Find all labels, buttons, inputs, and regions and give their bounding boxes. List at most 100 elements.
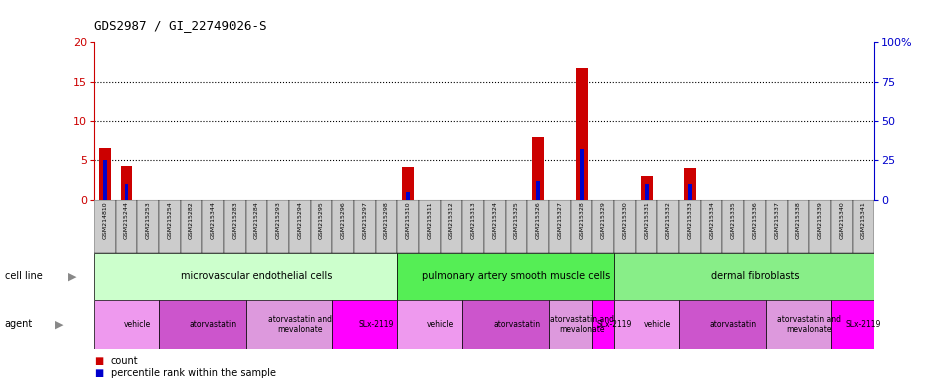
Bar <box>766 200 788 253</box>
Bar <box>645 184 649 200</box>
Text: GSM215244: GSM215244 <box>124 201 129 239</box>
Bar <box>766 300 831 349</box>
Bar <box>679 200 701 253</box>
Bar <box>657 200 679 253</box>
Text: GSM215336: GSM215336 <box>753 201 758 239</box>
Bar <box>462 300 549 349</box>
Bar <box>398 253 614 300</box>
Text: GSM215310: GSM215310 <box>406 201 411 239</box>
Text: GSM215297: GSM215297 <box>363 201 368 239</box>
Bar <box>137 200 159 253</box>
Bar <box>398 200 419 253</box>
Text: GSM215312: GSM215312 <box>449 201 454 239</box>
Text: GSM215340: GSM215340 <box>839 201 844 239</box>
Bar <box>311 200 333 253</box>
Text: SLx-2119: SLx-2119 <box>358 320 394 329</box>
Bar <box>853 200 874 253</box>
Bar <box>94 253 398 300</box>
Text: GSM215333: GSM215333 <box>687 201 693 239</box>
Text: GSM215324: GSM215324 <box>493 201 497 239</box>
Text: GSM215337: GSM215337 <box>775 201 779 239</box>
Bar <box>831 300 874 349</box>
Text: SLx-2119: SLx-2119 <box>846 320 881 329</box>
Bar <box>224 200 245 253</box>
Text: GSM215311: GSM215311 <box>428 201 432 239</box>
Bar <box>549 300 592 349</box>
Bar <box>679 300 766 349</box>
Text: cell line: cell line <box>5 271 42 281</box>
Bar <box>402 167 415 200</box>
Bar <box>245 300 333 349</box>
Text: GDS2987 / GI_22749026-S: GDS2987 / GI_22749026-S <box>94 19 267 32</box>
Text: GSM215334: GSM215334 <box>709 201 714 239</box>
Bar <box>202 200 224 253</box>
Bar <box>506 200 527 253</box>
Text: GSM215298: GSM215298 <box>384 201 389 239</box>
Bar <box>125 184 129 200</box>
Bar <box>333 200 354 253</box>
Text: count: count <box>111 356 138 366</box>
Bar <box>398 300 462 349</box>
Text: atorvastatin and
mevalonate: atorvastatin and mevalonate <box>777 315 841 334</box>
Text: ▶: ▶ <box>68 271 76 281</box>
Bar <box>641 176 652 200</box>
Bar <box>532 137 544 200</box>
Bar <box>571 200 592 253</box>
Text: GSM215341: GSM215341 <box>861 201 866 239</box>
Text: GSM215328: GSM215328 <box>579 201 584 239</box>
Bar <box>102 161 107 200</box>
Bar <box>614 200 635 253</box>
Text: vehicle: vehicle <box>124 320 151 329</box>
Bar <box>180 200 202 253</box>
Text: dermal fibroblasts: dermal fibroblasts <box>711 271 799 281</box>
Text: GSM215313: GSM215313 <box>471 201 476 239</box>
Bar <box>723 200 744 253</box>
Bar <box>635 200 657 253</box>
Text: GSM215254: GSM215254 <box>167 201 172 239</box>
Bar <box>580 149 584 200</box>
Text: ■: ■ <box>94 367 103 377</box>
Text: GSM215339: GSM215339 <box>818 201 822 239</box>
Text: GSM215329: GSM215329 <box>601 201 605 239</box>
Bar <box>527 200 549 253</box>
Text: GSM215284: GSM215284 <box>254 201 259 239</box>
Text: GSM215283: GSM215283 <box>232 201 238 239</box>
Text: GSM215294: GSM215294 <box>297 201 303 239</box>
Bar <box>289 200 311 253</box>
Bar <box>94 300 159 349</box>
Text: vehicle: vehicle <box>644 320 671 329</box>
Bar <box>333 300 398 349</box>
Bar <box>788 200 809 253</box>
Text: GSM215344: GSM215344 <box>211 201 215 239</box>
Bar <box>831 200 853 253</box>
Bar <box>120 166 133 200</box>
Text: ▶: ▶ <box>55 319 63 329</box>
Text: atorvastatin: atorvastatin <box>494 320 540 329</box>
Bar <box>744 200 766 253</box>
Bar <box>116 200 137 253</box>
Bar <box>94 200 116 253</box>
Bar <box>549 200 571 253</box>
Text: GSM215335: GSM215335 <box>730 201 736 239</box>
Text: SLx-2119: SLx-2119 <box>597 320 632 329</box>
Bar <box>159 300 245 349</box>
Text: percentile rank within the sample: percentile rank within the sample <box>111 367 276 377</box>
Text: GSM215282: GSM215282 <box>189 201 194 239</box>
Bar <box>592 200 614 253</box>
Bar <box>537 181 540 200</box>
Bar <box>376 200 398 253</box>
Bar <box>684 168 696 200</box>
Text: GSM215331: GSM215331 <box>644 201 650 239</box>
Bar <box>159 200 180 253</box>
Text: vehicle: vehicle <box>427 320 454 329</box>
Text: GSM215327: GSM215327 <box>557 201 562 239</box>
Bar <box>99 148 111 200</box>
Text: GSM215338: GSM215338 <box>796 201 801 239</box>
Text: GSM215326: GSM215326 <box>536 201 540 239</box>
Text: GSM215253: GSM215253 <box>146 201 150 239</box>
Text: pulmonary artery smooth muscle cells: pulmonary artery smooth muscle cells <box>422 271 611 281</box>
Bar <box>688 184 692 200</box>
Bar <box>406 192 410 200</box>
Text: ■: ■ <box>94 356 103 366</box>
Text: GSM215296: GSM215296 <box>340 201 346 239</box>
